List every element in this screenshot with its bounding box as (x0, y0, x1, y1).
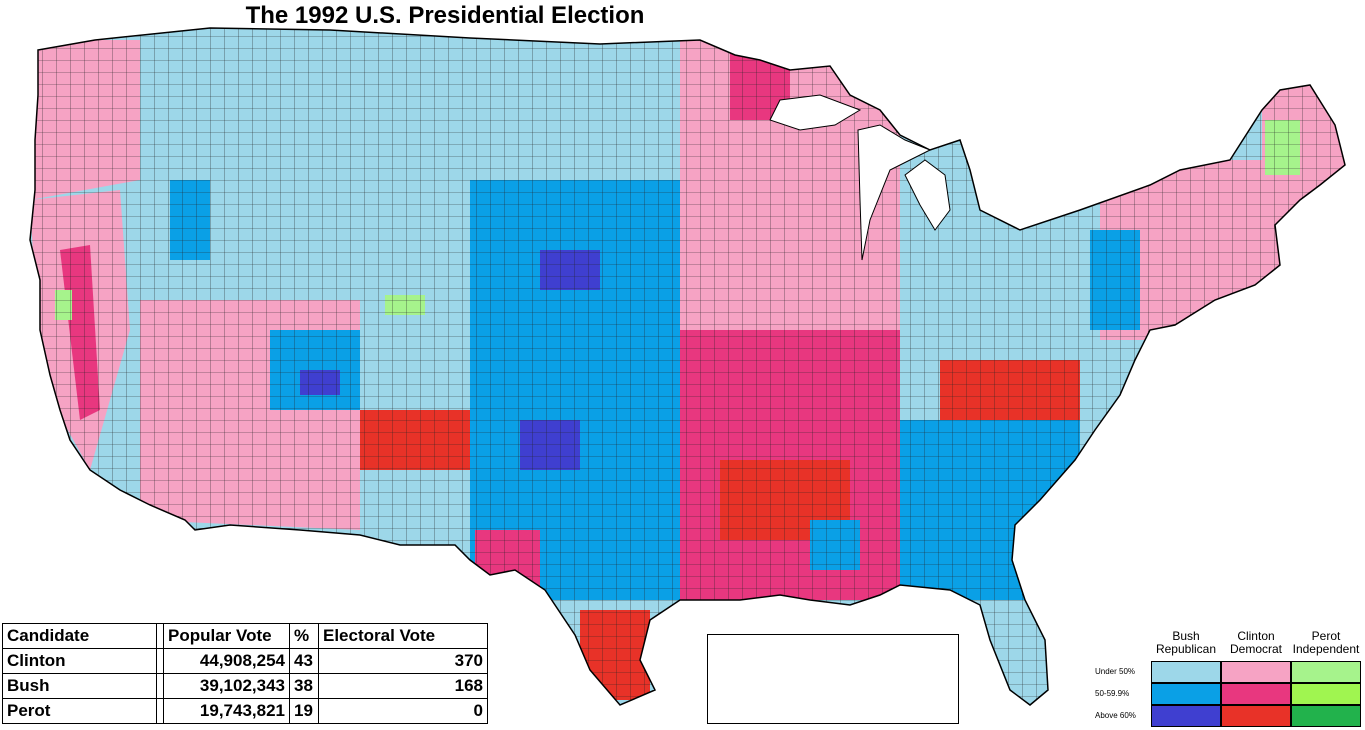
vote-percent: 43 (289, 648, 319, 674)
legend-swatch (1151, 661, 1221, 683)
results-header-row: Candidate Popular Vote % Electoral Vote (2, 623, 488, 649)
legend-row-above-60: Above 60% (1095, 711, 1136, 720)
header-percent: % (289, 623, 319, 649)
legend-swatch (1221, 661, 1291, 683)
table-row: Bush 39,102,343 38 168 (2, 673, 488, 699)
vote-percent: 38 (289, 673, 319, 699)
legend-header-bush: Bush Republican (1151, 630, 1221, 656)
lake-huron (904, 159, 951, 231)
legend-candidate-name: Perot (1311, 629, 1341, 643)
legend-swatch (1221, 705, 1291, 727)
row-gap (156, 673, 164, 699)
legend-header-clinton: Clinton Democrat (1221, 630, 1291, 656)
legend-party-name: Democrat (1229, 642, 1282, 656)
legend-swatch (1151, 705, 1221, 727)
row-gap (156, 648, 164, 674)
legend-candidate-name: Clinton (1237, 629, 1275, 643)
row-gap (156, 698, 164, 724)
candidate-name: Bush (2, 673, 157, 699)
legend-swatch (1151, 683, 1221, 705)
header-electoral-vote: Electoral Vote (318, 623, 488, 649)
candidate-name: Perot (2, 698, 157, 724)
popular-vote: 39,102,343 (163, 673, 290, 699)
header-candidate: Candidate (2, 623, 157, 649)
legend-swatch (1221, 683, 1291, 705)
table-row: Clinton 44,908,254 43 370 (2, 648, 488, 674)
legend-party-name: Republican (1155, 642, 1217, 656)
legend-row-under-50: Under 50% (1095, 667, 1136, 676)
results-table: Candidate Popular Vote % Electoral Vote … (2, 623, 488, 724)
candidate-name: Clinton (2, 648, 157, 674)
table-row: Perot 19,743,821 19 0 (2, 698, 488, 724)
legend-swatch (1291, 661, 1361, 683)
vote-percent: 19 (289, 698, 319, 724)
electoral-vote: 168 (318, 673, 488, 699)
header-gap (156, 623, 164, 649)
legend-candidate-name: Bush (1172, 629, 1200, 643)
header-popular-vote: Popular Vote (163, 623, 290, 649)
legend-row-50-60: 50-59.9% (1095, 689, 1130, 698)
inset-frame (707, 634, 959, 724)
popular-vote: 19,743,821 (163, 698, 290, 724)
popular-vote: 44,908,254 (163, 648, 290, 674)
legend-header-perot: Perot Independent (1291, 630, 1361, 656)
map-title: The 1992 U.S. Presidential Election (245, 2, 645, 29)
legend-swatch (1291, 683, 1361, 705)
legend: Bush Republican Clinton Democrat Perot I… (1095, 630, 1363, 728)
legend-swatch (1291, 705, 1361, 727)
lake-superior (769, 94, 862, 131)
lake-michigan (857, 124, 932, 261)
electoral-vote: 370 (318, 648, 488, 674)
electoral-vote: 0 (318, 698, 488, 724)
legend-party-name: Independent (1292, 642, 1360, 656)
